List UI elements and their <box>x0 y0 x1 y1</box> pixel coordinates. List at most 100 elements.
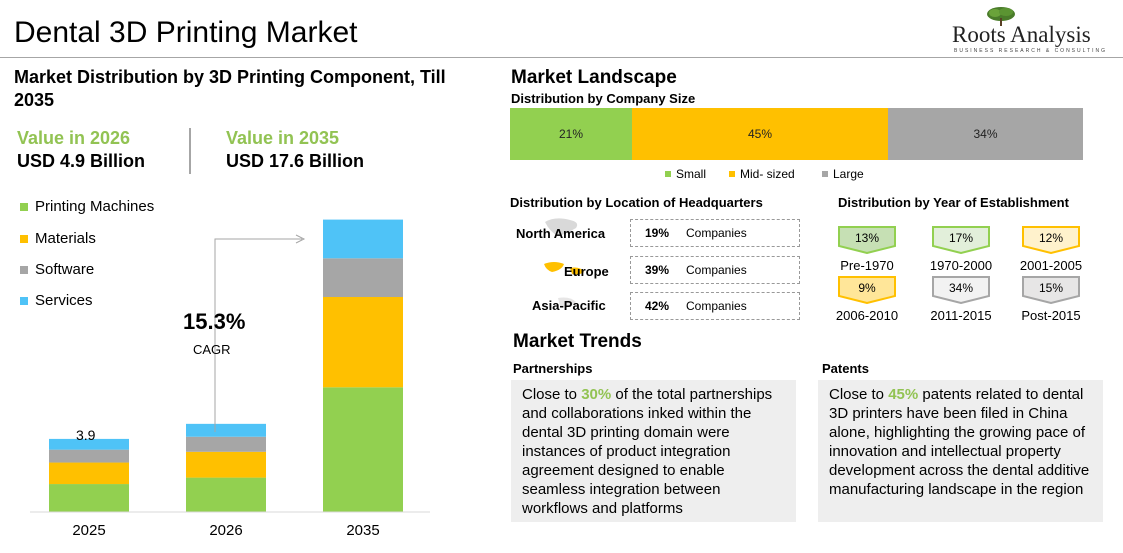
year-badge-2001-2005: 12% <box>1022 226 1080 254</box>
bar-2035-services <box>323 219 403 259</box>
legend-label: Mid- sized <box>740 167 795 181</box>
page-title: Dental 3D Printing Market <box>14 16 358 49</box>
header-divider <box>0 57 1123 58</box>
legend-label: Printing Machines <box>35 198 155 215</box>
year-badge-pre-1970: 13% <box>838 226 896 254</box>
legend-item-printing-machines: Printing Machines <box>20 198 154 215</box>
hq-percent: 39% <box>645 263 670 277</box>
bar-data-label: 34% <box>973 127 998 141</box>
year-badge-post-2015: 15% <box>1022 276 1080 304</box>
legend-item-software: Software <box>20 261 94 278</box>
hq-unit: Companies <box>686 299 747 313</box>
hq-unit: Companies <box>686 263 747 277</box>
legend-swatch <box>729 171 735 177</box>
bar-segment-small: 21% <box>510 108 632 160</box>
hq-percent: 42% <box>645 299 670 313</box>
hq-title: Distribution by Location of Headquarters <box>510 195 763 210</box>
value-2035-label: Value in 2035 <box>226 128 340 148</box>
year-label: Pre-1970 <box>840 258 894 273</box>
logo-tagline: BUSINESS RESEARCH & CONSULTING <box>954 48 1107 54</box>
value-divider <box>189 128 191 174</box>
legend-item-services: Services <box>20 292 93 309</box>
legend-swatch <box>665 171 671 177</box>
legend-swatch <box>20 296 28 305</box>
component-distribution-title: Market Distribution by 3D Printing Compo… <box>14 67 446 110</box>
value-2026: USD 4.9 Billion <box>17 151 146 171</box>
company-size-title: Distribution by Company Size <box>511 91 696 106</box>
year-percent: 12% <box>1038 231 1064 245</box>
bar-segment-large: 34% <box>888 108 1083 160</box>
value-2026-label: Value in 2026 <box>17 128 131 148</box>
legend-label: Small <box>676 167 707 181</box>
company-logo: Roots Analysis BUSINESS RESEARCH & CONSU… <box>952 6 1112 56</box>
year-badge-2011-2015: 34% <box>932 276 990 304</box>
year-label: 2011-2015 <box>930 308 992 323</box>
x-tick-label: 2035 <box>346 522 380 539</box>
patents-prefix: Close to <box>829 386 889 403</box>
badge-shape <box>932 226 990 254</box>
data-label-2025: 3.9 <box>76 427 96 443</box>
legend-label: Materials <box>35 230 96 247</box>
legend-swatch <box>20 234 28 243</box>
value-2035: USD 17.6 Billion <box>226 151 365 171</box>
year-badge-1970-2000: 17% <box>932 226 990 254</box>
hq-box-north-america: 19% Companies <box>630 219 800 247</box>
year-percent: 9% <box>858 281 876 295</box>
year-badge-2006-2010: 9% <box>838 276 896 304</box>
cagr-connector <box>214 238 302 432</box>
year-label: 1970-2000 <box>929 258 993 273</box>
x-tick-label: 2026 <box>209 522 243 539</box>
arrow-head-icon <box>295 234 306 244</box>
bar-2035-software <box>323 258 403 297</box>
component-bar-chart <box>30 219 430 513</box>
partnerships-highlight: 30% <box>581 386 612 403</box>
badge-shape <box>1022 276 1080 304</box>
bar-segment-mid-sized: 45% <box>632 108 888 160</box>
legend-item-mid-sized: Mid- sized <box>729 167 795 181</box>
year-label: Post-2015 <box>1021 308 1081 323</box>
partnerships-title: Partnerships <box>513 361 593 376</box>
market-landscape-title: Market Landscape <box>511 67 677 88</box>
patents-body: patents related to dental 3D printers ha… <box>829 386 1090 498</box>
bar-2026-software <box>186 436 266 452</box>
world-map-icon <box>544 218 584 307</box>
region-label: North America <box>516 226 606 241</box>
cagr-value: 15.3% <box>183 309 246 334</box>
region-label: Europe <box>564 264 609 279</box>
market-trends-title: Market Trends <box>513 331 642 352</box>
year-label: 2001-2005 <box>1019 258 1083 273</box>
patents-highlight: 45% <box>888 386 919 403</box>
bar-2025-printing-machines <box>49 484 129 512</box>
bar-data-label: 45% <box>747 127 773 141</box>
bar-2025-software <box>49 449 129 463</box>
partnerships-body: of the total partnerships and collaborat… <box>522 386 773 517</box>
badge-shape <box>838 276 896 304</box>
bar-data-label: 21% <box>558 127 584 141</box>
bar-2035-materials <box>323 297 403 388</box>
year-percent: 15% <box>1038 281 1064 295</box>
hq-percent: 19% <box>645 226 670 240</box>
bar-2026-services <box>186 423 266 437</box>
badge-shape <box>932 276 990 304</box>
bar-2026-materials <box>186 451 266 478</box>
legend-label: Services <box>35 292 93 309</box>
legend-swatch <box>822 171 828 177</box>
legend-item-materials: Materials <box>20 230 96 247</box>
year-label: 2006-2010 <box>835 308 899 323</box>
partnerships-text: Close to 30% of the total partnerships a… <box>511 380 796 522</box>
hq-unit: Companies <box>686 226 747 240</box>
hq-box-europe: 39% Companies <box>630 256 800 284</box>
cagr-label: CAGR <box>193 342 231 357</box>
year-percent: 13% <box>854 231 880 245</box>
region-label: Asia-Pacific <box>532 298 606 313</box>
x-tick-label: 2025 <box>72 522 106 539</box>
legend-swatch <box>20 202 28 211</box>
logo-name: Roots Analysis <box>952 22 1091 47</box>
year-establishment-title: Distribution by Year of Establishment <box>838 195 1069 210</box>
patents-title: Patents <box>822 361 869 376</box>
stack-bars <box>49 219 403 512</box>
legend-swatch <box>20 265 28 274</box>
bar-2025-materials <box>49 462 129 485</box>
partnerships-prefix: Close to <box>522 386 582 403</box>
year-percent: 34% <box>948 281 974 295</box>
